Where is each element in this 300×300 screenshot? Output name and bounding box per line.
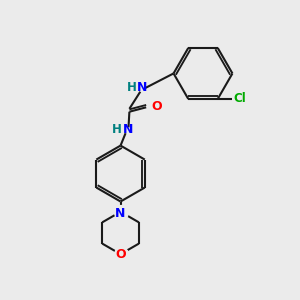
- Text: N: N: [116, 207, 126, 220]
- Text: N: N: [123, 123, 133, 136]
- Text: H: H: [127, 81, 137, 94]
- Text: Cl: Cl: [233, 92, 246, 105]
- Text: N: N: [116, 207, 126, 220]
- Text: N: N: [137, 81, 148, 94]
- Text: O: O: [152, 100, 162, 112]
- Text: H: H: [112, 123, 122, 136]
- Text: O: O: [115, 248, 126, 261]
